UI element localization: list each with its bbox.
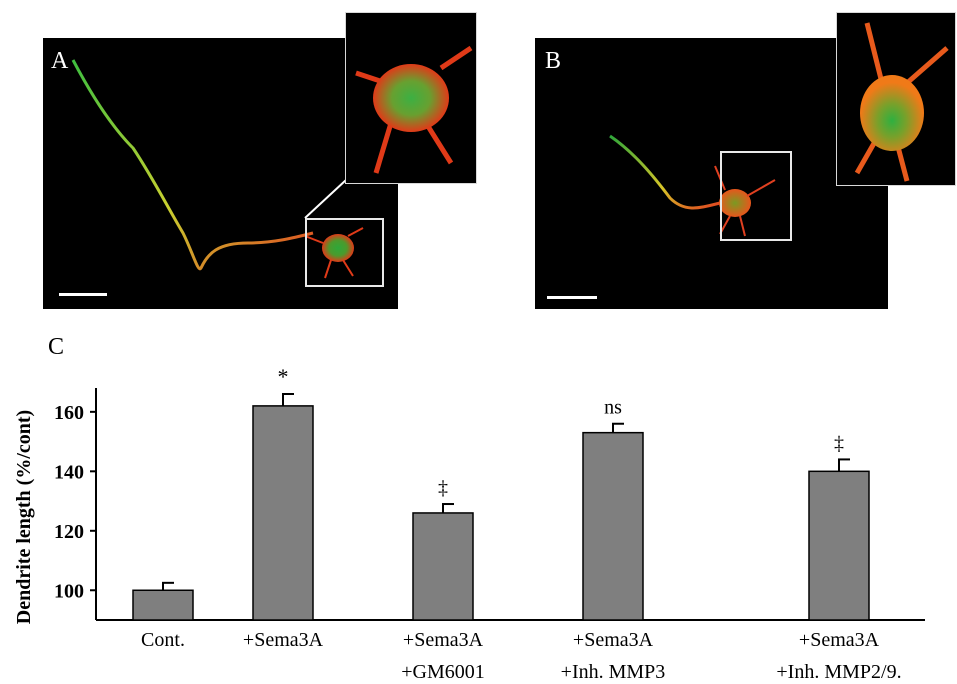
y-tick-label: 160 (54, 402, 84, 424)
panel-label-a: A (51, 48, 69, 74)
inset-box-a (305, 218, 384, 287)
zoomed-soma-b (854, 22, 949, 182)
scale-bar-b (547, 296, 597, 299)
category-label: +Sema3A (243, 629, 324, 651)
category-label: +GM6001 (401, 661, 485, 683)
significance-mark: ns (604, 397, 622, 419)
significance-mark: ‡ (438, 477, 448, 499)
category-label: +Sema3A (573, 629, 654, 651)
inset-box-b (720, 151, 792, 241)
bar (582, 431, 644, 621)
zoom-inset-b (836, 12, 956, 186)
category-label: +Inh. MMP2/9. (776, 661, 901, 683)
y-tick-label: 120 (54, 521, 84, 543)
zoomed-soma-a (355, 45, 473, 174)
significance-mark: ‡ (834, 432, 844, 454)
significance-mark: * (278, 364, 289, 389)
panel-label-c: C (48, 334, 65, 360)
scale-bar-a (59, 293, 107, 296)
micrograph-panel-b: B (535, 38, 888, 309)
category-label: +Inh. MMP3 (561, 661, 666, 683)
micrograph-panel-a: A (43, 38, 398, 309)
y-axis-title: Dendrite length (%/cont) (13, 410, 35, 624)
bar (808, 470, 870, 621)
zoom-inset-a (345, 12, 477, 184)
bar (252, 405, 314, 621)
category-label: +Sema3A (799, 629, 880, 651)
category-label: Cont. (141, 629, 185, 651)
y-tick-label: 100 (54, 580, 84, 602)
neuron-image-a (71, 59, 364, 279)
y-tick-label: 140 (54, 461, 84, 483)
bar (412, 512, 474, 621)
bar (132, 589, 194, 621)
panel-label-b: B (545, 48, 562, 74)
category-label: +Sema3A (403, 629, 484, 651)
